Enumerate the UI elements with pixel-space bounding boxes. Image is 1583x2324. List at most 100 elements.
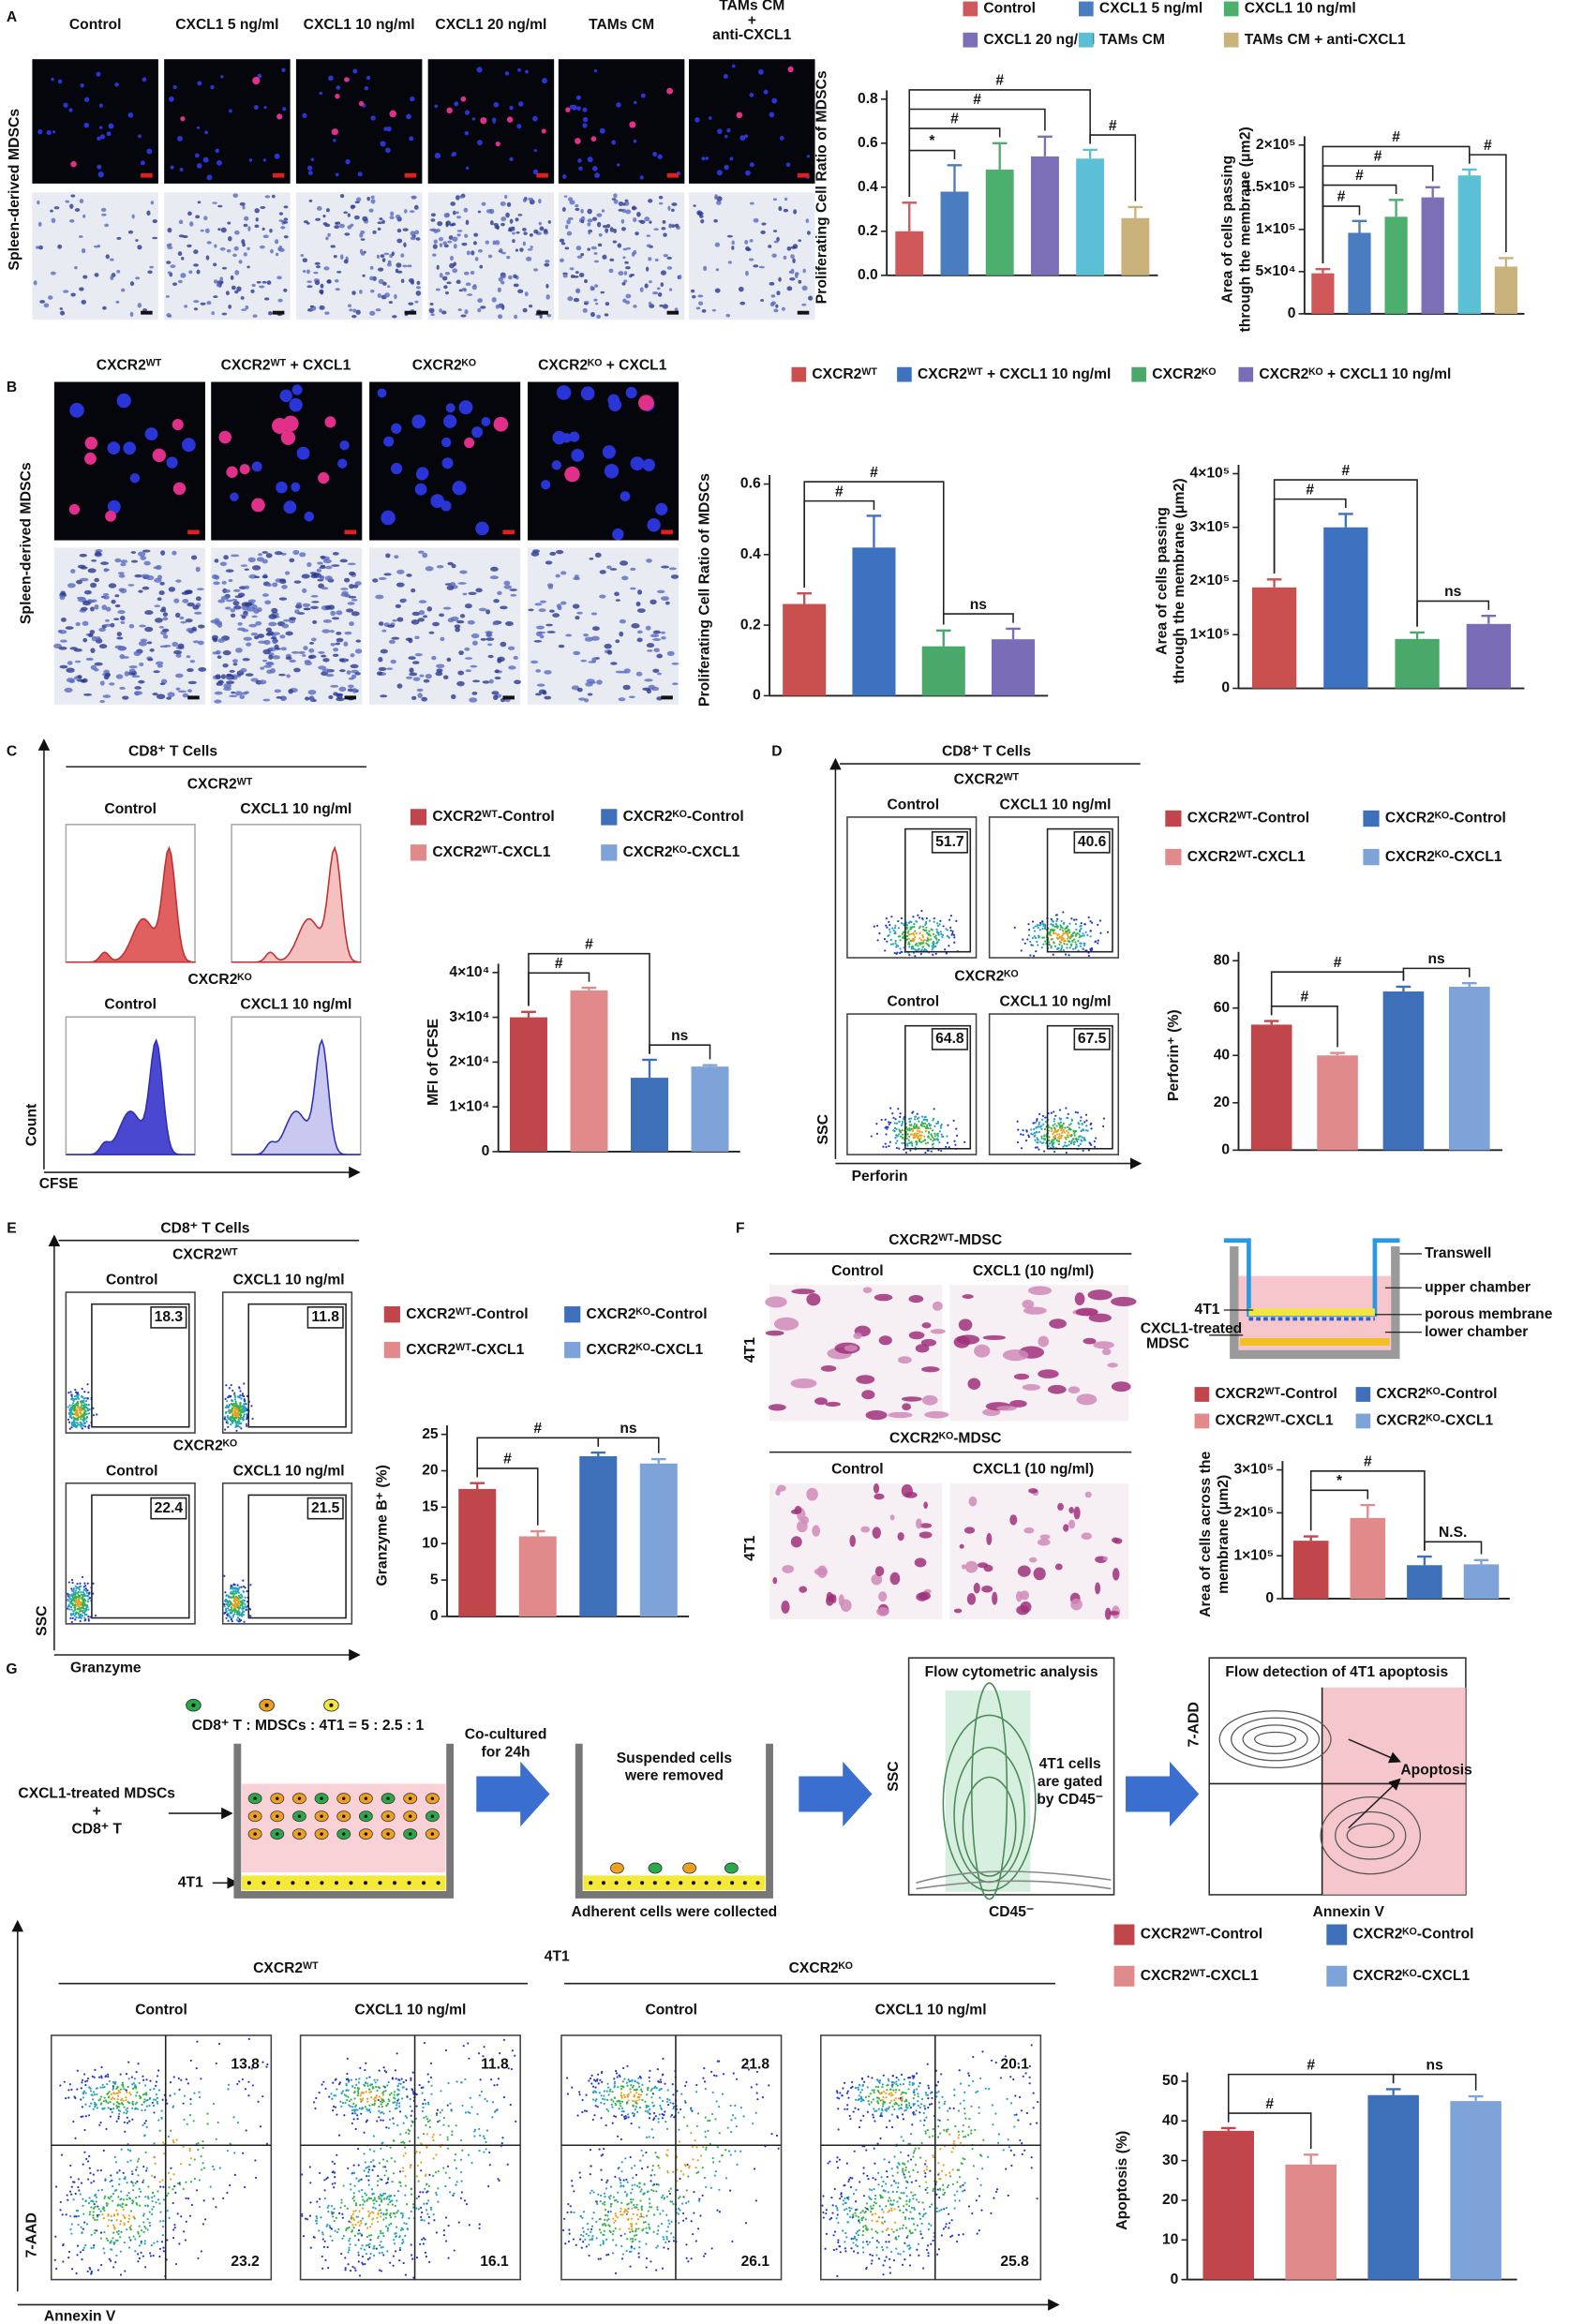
flow-event <box>895 946 898 948</box>
flow-event <box>74 1618 77 1621</box>
stained-cell <box>469 697 478 703</box>
flow-event <box>108 2219 111 2222</box>
stained-cell <box>621 575 629 581</box>
process-arrow <box>1126 1761 1200 1827</box>
stained-cell <box>336 221 341 225</box>
flow-event <box>1052 1132 1054 1136</box>
invaded-cell <box>1028 1488 1038 1494</box>
flow-event <box>70 2193 73 2196</box>
flow-event <box>1085 1125 1088 1127</box>
flow-event <box>79 2251 82 2254</box>
flow-event <box>894 931 897 933</box>
flow-event <box>236 1613 239 1616</box>
flow-event <box>138 2235 142 2238</box>
flow-event <box>908 946 911 948</box>
stained-cell <box>103 595 110 600</box>
contour <box>1254 1731 1297 1748</box>
invaded-cell <box>1075 1307 1098 1317</box>
stained-cell <box>234 290 239 294</box>
flow-event <box>1060 936 1063 939</box>
y-tick-label: 80 <box>1214 952 1231 968</box>
flow-event <box>1040 1141 1043 1144</box>
stained-cell <box>378 621 384 626</box>
step-label: Adherent cells were collected <box>572 1904 778 1920</box>
flow-event <box>915 942 918 946</box>
flow-event <box>130 2076 133 2078</box>
flow-event <box>1099 931 1102 934</box>
flow-event <box>1052 1141 1054 1144</box>
nucleus <box>430 494 444 509</box>
nucleus <box>464 110 470 115</box>
invaded-cell <box>791 1289 815 1295</box>
nucleus <box>464 130 470 136</box>
image-label: CXCL1 10 ng/ml <box>304 17 415 33</box>
cell-nucleus <box>334 1881 339 1885</box>
stained-cell <box>671 682 679 686</box>
stained-cell <box>310 605 319 610</box>
flow-event <box>70 1393 73 1396</box>
flow-event <box>1037 924 1039 927</box>
invaded-cell <box>981 1585 993 1593</box>
flow-event <box>1077 1138 1080 1140</box>
flow-event <box>925 920 928 924</box>
stained-cell <box>194 611 202 615</box>
stained-cell <box>435 671 443 677</box>
condition-label: Control <box>888 994 940 1010</box>
flow-event <box>227 1604 230 1607</box>
stained-cell <box>339 559 348 563</box>
stained-cell <box>67 583 76 588</box>
gate-label-box <box>931 830 968 854</box>
stained-cell <box>355 309 361 315</box>
stained-cell <box>770 294 776 298</box>
stained-cell <box>515 248 519 252</box>
flow-event <box>97 2213 100 2216</box>
invaded-cell <box>790 1378 817 1389</box>
flow-event <box>941 935 944 939</box>
nucleus <box>138 134 142 139</box>
stained-cell <box>439 273 443 278</box>
cell-nucleus <box>665 1881 670 1885</box>
stained-cell <box>352 308 357 313</box>
stained-cell <box>226 599 233 603</box>
flow-event <box>228 1408 231 1411</box>
error-bar <box>1473 1558 1489 1565</box>
flow-event <box>1037 1125 1039 1128</box>
flow-event <box>153 2087 156 2091</box>
flow-event <box>1058 1124 1061 1126</box>
nucleus <box>283 500 297 514</box>
stained-cell <box>335 642 341 646</box>
flow-event <box>144 2092 148 2094</box>
y-tick-label: 0 <box>1171 2272 1179 2287</box>
cell-nucleus <box>261 1881 266 1885</box>
stained-cell <box>259 679 267 685</box>
stained-cell <box>652 290 659 295</box>
stained-cell <box>615 670 623 674</box>
flow-event <box>225 1607 228 1610</box>
flow-event <box>1068 935 1071 938</box>
stained-cell <box>801 303 807 306</box>
stained-cell <box>514 679 521 685</box>
stained-cell <box>618 271 624 276</box>
stained-cell <box>700 218 705 224</box>
flow-event <box>230 1606 233 1609</box>
flow-event <box>1075 946 1078 948</box>
flow-event <box>920 1131 923 1134</box>
flow-event <box>230 1611 232 1614</box>
flow-event <box>932 946 934 949</box>
stained-cell <box>98 644 108 649</box>
flow-event <box>169 2094 172 2097</box>
stained-cell <box>467 619 475 625</box>
flow-event <box>239 1597 243 1600</box>
stained-cell <box>43 303 50 308</box>
stained-cell <box>491 297 497 303</box>
flow-event <box>82 2115 84 2118</box>
flow-event <box>96 2107 98 2109</box>
flow-event <box>246 1424 248 1427</box>
stained-cell <box>430 313 435 317</box>
nucleus <box>518 101 524 107</box>
flow-event <box>893 951 896 955</box>
stained-cell <box>119 616 126 621</box>
flow-event <box>142 2255 144 2257</box>
stained-cell <box>499 247 503 254</box>
legend-label: CXCL1 10 ng/ml <box>1245 1 1356 17</box>
